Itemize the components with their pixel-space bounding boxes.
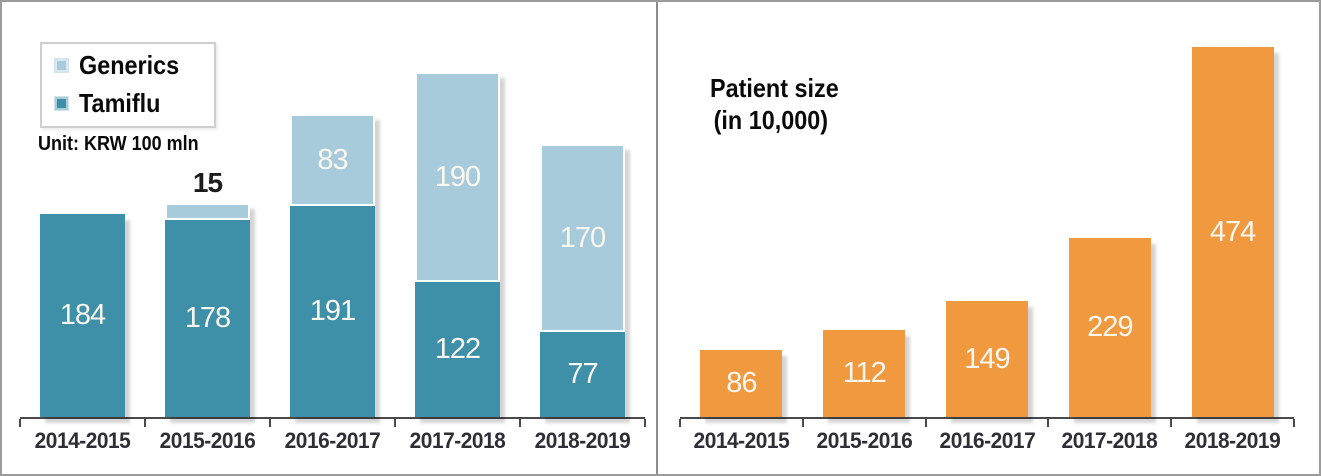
legend-item-tamiflu: Tamiflu: [55, 88, 190, 118]
legend: Generics Tamiflu: [40, 42, 217, 128]
bar-2016-2017: 83 191: [290, 114, 375, 417]
patient-size-chart-panel: Patient size (in 10,000) 2014-2015 2015-2…: [658, 2, 1319, 474]
bar-2015-2016: 178: [165, 203, 250, 417]
bar-segment-patient-size: 229: [1068, 238, 1151, 417]
bar-segment-patient-size: 149: [946, 301, 1028, 417]
x-axis-label: 2016-2017: [284, 428, 381, 453]
bar-2016-2017: 149: [946, 301, 1028, 417]
bar-2018-2019: 170 77: [540, 144, 625, 417]
generics-swatch-icon: [55, 59, 68, 72]
x-axis-label: 2014-2015: [693, 428, 790, 453]
bar-value-label-outside: 15: [192, 167, 223, 198]
bar-2014-2015: 86: [700, 350, 783, 417]
x-axis-label: 2018-2019: [1184, 428, 1281, 453]
x-axis-label: 2015-2016: [816, 428, 913, 453]
x-axis-labels: 2014-2015 2015-2016 2016-2017 2017-2018 2018…: [20, 428, 645, 456]
bar-segment-generics: [165, 203, 250, 220]
chart-title-line1: Patient size: [710, 73, 839, 103]
bar-value-label: 86: [726, 367, 757, 399]
axis-tick: [144, 419, 146, 427]
bar-segment-tamiflu: 191: [290, 206, 375, 417]
tamiflu-generics-sales-chart-panel: Generics Tamiflu Unit: KRW 100 mln 2014-…: [2, 2, 656, 474]
axis-tick: [1293, 419, 1295, 427]
x-axis-label: 2015-2016: [159, 428, 256, 453]
bar-value-label: 77: [567, 358, 598, 390]
bar-2017-2018: 229: [1068, 238, 1151, 417]
bar-segment-generics: 83: [290, 114, 375, 206]
bar-value-label: 170: [559, 221, 606, 254]
bar-value-label: 112: [842, 357, 887, 389]
bar-2014-2015: 184: [40, 214, 125, 417]
bar-value-label: 229: [1087, 311, 1133, 343]
axis-tick: [1170, 419, 1173, 427]
axis-tick: [19, 419, 21, 427]
axis-tick: [1047, 419, 1050, 427]
bar-segment-tamiflu: 184: [40, 214, 125, 417]
bar-value-label: 190: [434, 160, 481, 193]
bar-segment-patient-size: 86: [700, 350, 783, 417]
bar-segment-patient-size: 112: [823, 330, 906, 417]
x-axis-label: 2018-2019: [534, 428, 631, 453]
bar-segment-tamiflu: 178: [165, 220, 250, 417]
axis-tick: [679, 419, 681, 427]
axis-tick: [269, 419, 271, 427]
chart-title: Patient size (in 10,000): [710, 72, 853, 136]
bar-segment-tamiflu: 77: [540, 332, 625, 417]
bar-2017-2018: 190 122: [415, 72, 500, 417]
bar-value-label: 178: [184, 302, 231, 334]
bar-value-label: 191: [309, 295, 356, 327]
legend-label-tamiflu: Tamiflu: [79, 88, 161, 118]
left-plot: 2014-2015 2015-2016 2016-2017 2017-2018 2018…: [2, 2, 656, 474]
x-axis: [20, 417, 645, 419]
tamiflu-swatch-icon: [55, 97, 68, 110]
x-axis-label: 2014-2015: [34, 428, 131, 453]
bar-segment-generics: 170: [540, 144, 625, 332]
unit-label: Unit: KRW 100 mln: [38, 133, 199, 155]
x-axis-label: 2017-2018: [1061, 428, 1158, 453]
chart-title-line2: (in 10,000): [713, 105, 829, 135]
x-axis-label: 2017-2018: [409, 428, 506, 453]
axis-tick: [394, 419, 396, 427]
legend-label-generics: Generics: [79, 50, 180, 80]
bar-value-label: 184: [59, 299, 106, 331]
panel-divider: [656, 2, 658, 474]
x-axis-labels: 2014-2015 2015-2016 2016-2017 2017-2018 2018…: [680, 428, 1294, 456]
x-axis-label: 2016-2017: [939, 428, 1035, 453]
bar-value-label: 474: [1209, 215, 1256, 248]
axis-tick: [924, 419, 927, 427]
x-axis: [680, 417, 1294, 419]
bar-segment-patient-size: 474: [1191, 47, 1274, 417]
bar-2015-2016: 112: [823, 330, 906, 417]
bar-2018-2019: 474: [1191, 47, 1274, 417]
bar-segment-generics: 190: [415, 72, 500, 282]
bar-segment-tamiflu: 122: [415, 282, 500, 417]
axis-tick: [644, 419, 646, 427]
bar-value-label: 83: [317, 143, 348, 176]
bar-value-label: 122: [434, 333, 481, 365]
legend-item-generics: Generics: [55, 50, 190, 80]
bar-value-label: 149: [964, 342, 1010, 375]
right-plot: 2014-2015 2015-2016 2016-2017 2017-2018 2018…: [658, 2, 1319, 474]
axis-tick: [801, 419, 804, 427]
axis-tick: [519, 419, 521, 427]
